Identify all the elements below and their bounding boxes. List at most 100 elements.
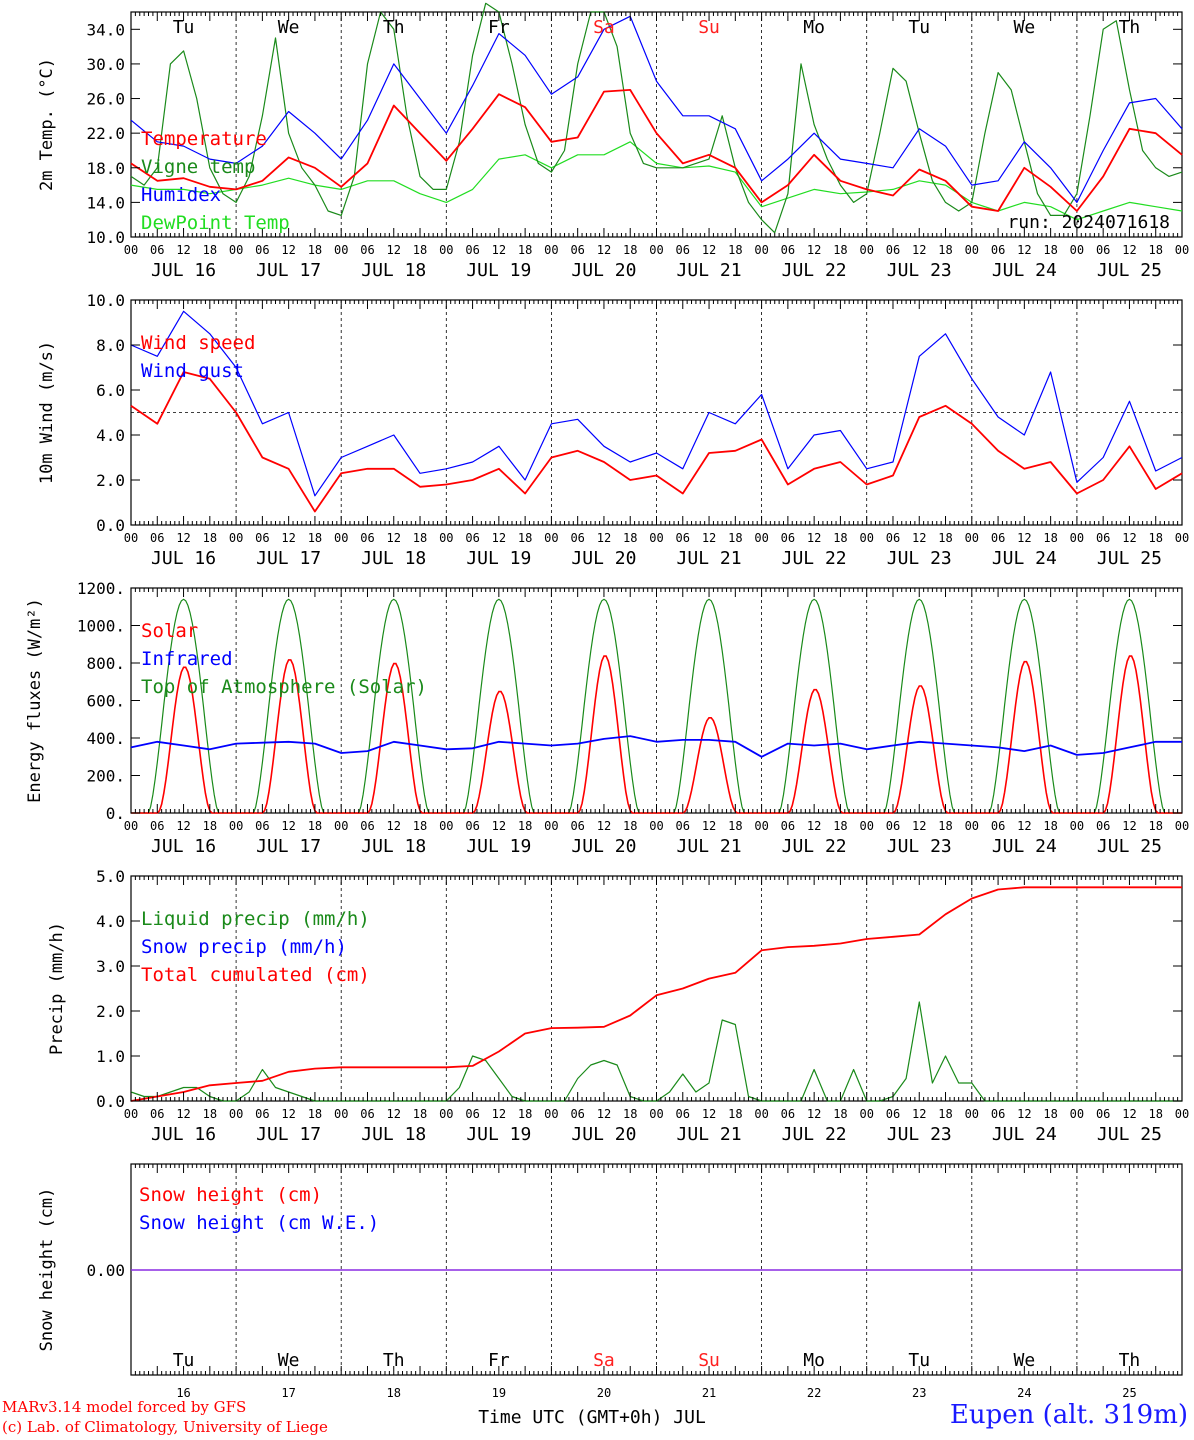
panel-0-hour-label: 00 (1175, 243, 1189, 257)
run-annotation: run: 2024071618 (1007, 212, 1170, 233)
panel-3-hour-label: 12 (1122, 1107, 1136, 1121)
panel-3-hour-label: 12 (597, 1107, 611, 1121)
panel-1-hour-label: 18 (308, 531, 322, 545)
panel-1-hour-label: 06 (886, 531, 900, 545)
panel-0-hour-label: 00 (334, 243, 348, 257)
panel-0-y-axis-label: 2m Temp. (°C) (37, 58, 57, 191)
panel-3-hour-label: 12 (176, 1107, 190, 1121)
panel-1-hour-label: 12 (176, 531, 190, 545)
panel-1-x-ticks (130, 300, 1183, 525)
panel-0-hour-label: 00 (229, 243, 243, 257)
panel-1-y-axis-label: 10m Wind (m/s) (37, 341, 57, 484)
panel-0-legend-2: Humidex (141, 184, 221, 206)
panel-2-hour-label: 18 (938, 819, 952, 833)
panel-0-day-name: Th (383, 17, 405, 38)
panel-3-date-label: JUL 20 (571, 1124, 636, 1145)
panel-1-date-label: JUL 18 (361, 548, 426, 569)
panel-1-hour-label: 18 (518, 531, 532, 545)
panel-0-y-tick-label: 26.0 (86, 90, 125, 109)
panel-0-legend-3: DewPoint Temp (141, 212, 290, 234)
panel-2-hour-label: 06 (886, 819, 900, 833)
panel-0-hour-label: 18 (623, 243, 637, 257)
panel-1-y-tick-label: 2.0 (96, 471, 125, 490)
panel-3-hour-label: 18 (1148, 1107, 1162, 1121)
panel-1-hour-label: 18 (623, 531, 637, 545)
panel-3-hour-label: 06 (886, 1107, 900, 1121)
panel-1-hour-label: 06 (570, 531, 584, 545)
panel-0-hour-label: 18 (203, 243, 217, 257)
panel-0-hour-label: 18 (938, 243, 952, 257)
panel-1-hour-label: 00 (649, 531, 663, 545)
panel-0-hour-label: 06 (781, 243, 795, 257)
panel-2-hour-label: 18 (308, 819, 322, 833)
panel-0-hour-label: 12 (492, 243, 506, 257)
panel-2-hour-label: 00 (334, 819, 348, 833)
panel-2-date-label: JUL 25 (1097, 836, 1162, 857)
panel-1-date-label: JUL 25 (1097, 548, 1162, 569)
temp-series-dewpoint (130, 141, 1183, 221)
panel-3-y-tick-label: 3.0 (96, 957, 125, 976)
panel-2-hour-label: 12 (597, 819, 611, 833)
footer-model: MARv3.14 model forced by GFS (2, 1398, 247, 1416)
panel-2-hour-label: 18 (1148, 819, 1162, 833)
panel-2-hour-label: 00 (754, 819, 768, 833)
panel-2-hour-label: 18 (203, 819, 217, 833)
panel-3-date-label: JUL 22 (782, 1124, 847, 1145)
station-name: Eupen (alt. 319m) (949, 1400, 1188, 1430)
panel-3-hour-label: 18 (203, 1107, 217, 1121)
panel-0-hour-label: 00 (439, 243, 453, 257)
panel-0-hour-label: 12 (597, 243, 611, 257)
panel-2-date-label: JUL 20 (571, 836, 636, 857)
panel-0-y-tick-label: 18.0 (86, 159, 125, 178)
panel-4-day-name: Tu (908, 1350, 930, 1371)
panel-1-hour-label: 18 (728, 531, 742, 545)
panel-1-hour-label: 06 (781, 531, 795, 545)
panel-2-hour-label: 18 (833, 819, 847, 833)
panel-3-date-label: JUL 16 (151, 1124, 216, 1145)
panel-0-hour-label: 18 (833, 243, 847, 257)
panel-1-y-tick-label: 4.0 (96, 426, 125, 445)
panel-0-day-name: Tu (908, 17, 930, 38)
panel-2-date-label: JUL 16 (151, 836, 216, 857)
panel-3-y-tick-label: 2.0 (96, 1002, 125, 1021)
panel-2-hour-label: 06 (465, 819, 479, 833)
panel-3-hour-label: 12 (387, 1107, 401, 1121)
panel-2-hour-label: 00 (1070, 819, 1084, 833)
panel-3-hour-label: 18 (833, 1107, 847, 1121)
panel-0-hour-label: 00 (124, 243, 138, 257)
panel-4-day-name: Tu (173, 1350, 195, 1371)
panel-4-day-name: Fr (488, 1350, 510, 1371)
panel-0-hour-label: 06 (360, 243, 374, 257)
panel-3-hour-label: 18 (413, 1107, 427, 1121)
panel-1-hour-label: 18 (413, 531, 427, 545)
panel-2-y-tick-label: 0. (106, 804, 125, 823)
snow-day-number: 20 (597, 1386, 611, 1400)
panel-0-hour-label: 06 (150, 243, 164, 257)
panel-2-hour-label: 06 (255, 819, 269, 833)
panel-3-hour-label: 06 (255, 1107, 269, 1121)
panel-0-hour-label: 12 (281, 243, 295, 257)
panel-0-hour-label: 18 (413, 243, 427, 257)
panel-3-date-label: JUL 21 (677, 1124, 742, 1145)
panel-1-hour-label: 12 (702, 531, 716, 545)
panel-1-hour-label: 06 (255, 531, 269, 545)
panel-1-hour-label: 18 (1043, 531, 1057, 545)
panel-2-hour-label: 18 (623, 819, 637, 833)
panel-1-hour-label: 12 (1122, 531, 1136, 545)
panel-0-date-label: JUL 19 (466, 260, 531, 281)
panel-2-hour-label: 12 (492, 819, 506, 833)
panel-3-hour-label: 00 (1175, 1107, 1189, 1121)
panel-1-y-tick-label: 6.0 (96, 381, 125, 400)
panel-3-legend-0: Liquid precip (mm/h) (141, 908, 370, 930)
panel-1-date-label: JUL 22 (782, 548, 847, 569)
panel-3-hour-label: 00 (754, 1107, 768, 1121)
panel-0-date-label: JUL 25 (1097, 260, 1162, 281)
panel-3-hour-label: 06 (781, 1107, 795, 1121)
panel-0-hour-label: 00 (965, 243, 979, 257)
panel-3-hour-label: 18 (728, 1107, 742, 1121)
panel-4-legend-1: Snow height (cm W.E.) (139, 1212, 379, 1234)
panel-3-hour-label: 12 (807, 1107, 821, 1121)
panel-1-date-label: JUL 17 (256, 548, 321, 569)
panel-0-y-tick-label: 34.0 (86, 20, 125, 39)
